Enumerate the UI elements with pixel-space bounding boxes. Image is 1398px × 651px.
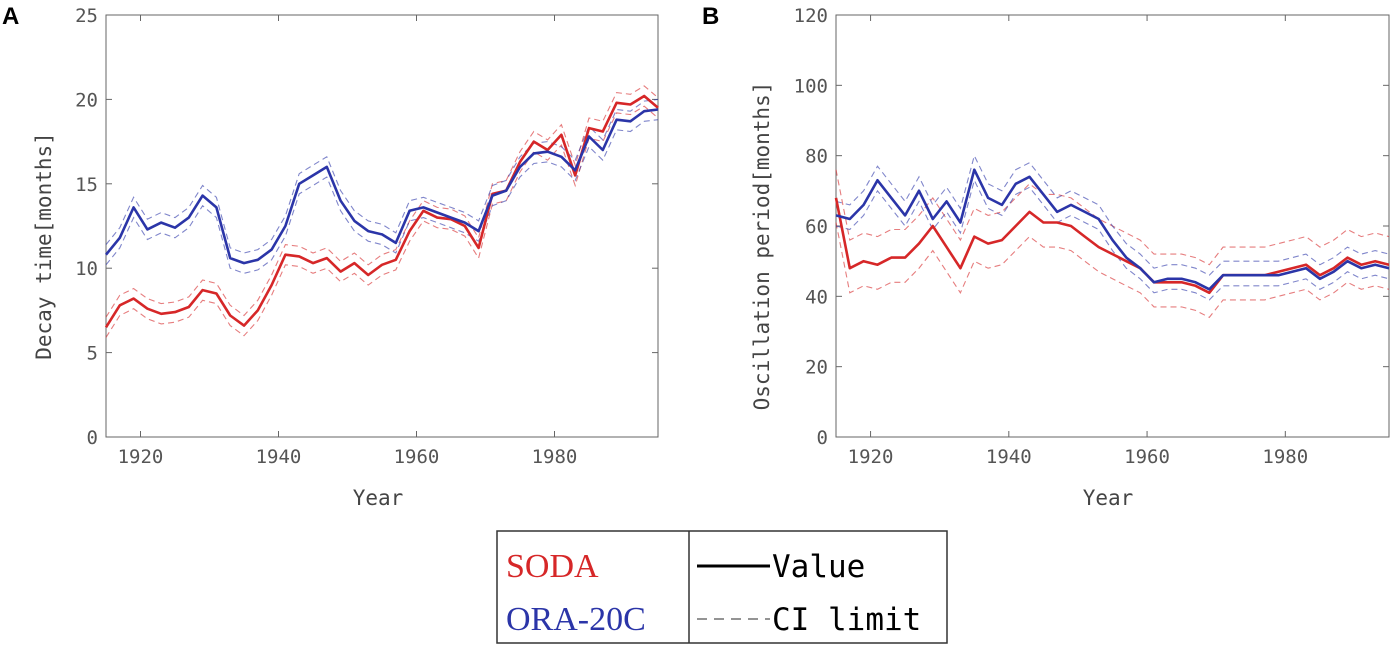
panel-a-soda-value-line: [104, 94, 659, 328]
panel-a-lines: [104, 85, 659, 338]
panel-a-ytick-label: 0: [87, 427, 98, 449]
legend-ora-label: ORA-20C: [506, 601, 646, 638]
panel-a-ylabel: Decay time[months]: [32, 132, 56, 360]
panel-b-xtick-label: 1980: [1262, 446, 1308, 468]
panel-a-ora-ci-upper: [105, 98, 659, 254]
panel-a-xtick-label: 1940: [256, 446, 302, 468]
panel-a-xtick-label: 1960: [394, 446, 440, 468]
legend-ci-label: CI limit: [772, 602, 921, 638]
panel-b-ytick-label: 20: [805, 357, 828, 379]
panel-a-soda-ci-lower: [105, 105, 659, 338]
panel-b-ytick-label: 0: [817, 427, 828, 449]
panel-a-xtick-label: 1980: [532, 446, 578, 468]
panel-b-ytick-label: 60: [805, 216, 828, 238]
panel-a-ticks: 0 5 10 15 20 25 1920 1940 1960 1980: [75, 5, 658, 468]
panel-a-xtick-label: 1920: [118, 446, 164, 468]
panel-b-xtick-label: 1920: [848, 446, 894, 468]
panel-a: A 0 5 10 15 20 25 1920 1940 1960 1980 Year Decay …: [2, 3, 659, 510]
panel-b-ytick-label: 100: [794, 75, 828, 97]
legend-box: [496, 530, 948, 644]
legend-value-label: Value: [772, 549, 865, 585]
panel-b-lines: [834, 154, 1390, 319]
panel-b: B 0 20 40 60 80 100 120 1920 1940 1960 1980 Year O…: [702, 3, 1390, 510]
legend: SODA ORA-20C Value CI limit: [496, 530, 948, 644]
panel-a-ytick-label: 10: [75, 258, 98, 280]
panel-b-ytick-label: 40: [805, 286, 828, 308]
panel-b-ticks: 0 20 40 60 80 100 120 1920 1940 1960 1980: [794, 5, 1389, 468]
panel-b-soda-value-line: [834, 197, 1390, 295]
panel-b-ora-ci-upper: [835, 154, 1390, 276]
panel-b-ytick-label: 120: [794, 5, 828, 27]
panel-b-xtick-label: 1960: [1124, 446, 1170, 468]
panel-a-ytick-label: 25: [75, 5, 98, 27]
panel-b-xlabel: Year: [1083, 486, 1134, 510]
panel-a-soda-ci-upper: [105, 85, 659, 318]
panel-a-ytick-label: 5: [87, 343, 98, 365]
legend-soda-label: SODA: [506, 548, 599, 585]
panel-b-ora-ci-lower: [835, 178, 1390, 301]
panel-b-soda-ci-lower: [835, 222, 1390, 319]
panel-a-ytick-label: 20: [75, 89, 98, 111]
panel-a-letter: A: [2, 3, 19, 30]
panel-a-ora-value-line: [104, 108, 659, 265]
panel-a-xlabel: Year: [353, 486, 404, 510]
panel-b-ora-value-line: [835, 168, 1390, 291]
panel-b-xtick-label: 1940: [986, 446, 1032, 468]
panel-a-frame: [105, 14, 659, 438]
panel-a-ora-ci-lower: [105, 119, 659, 274]
panel-b-ylabel: Oscillation period[months]: [750, 82, 774, 411]
panel-b-ytick-label: 80: [805, 146, 828, 168]
panel-a-ytick-label: 15: [75, 174, 98, 196]
panel-b-letter: B: [702, 3, 719, 30]
